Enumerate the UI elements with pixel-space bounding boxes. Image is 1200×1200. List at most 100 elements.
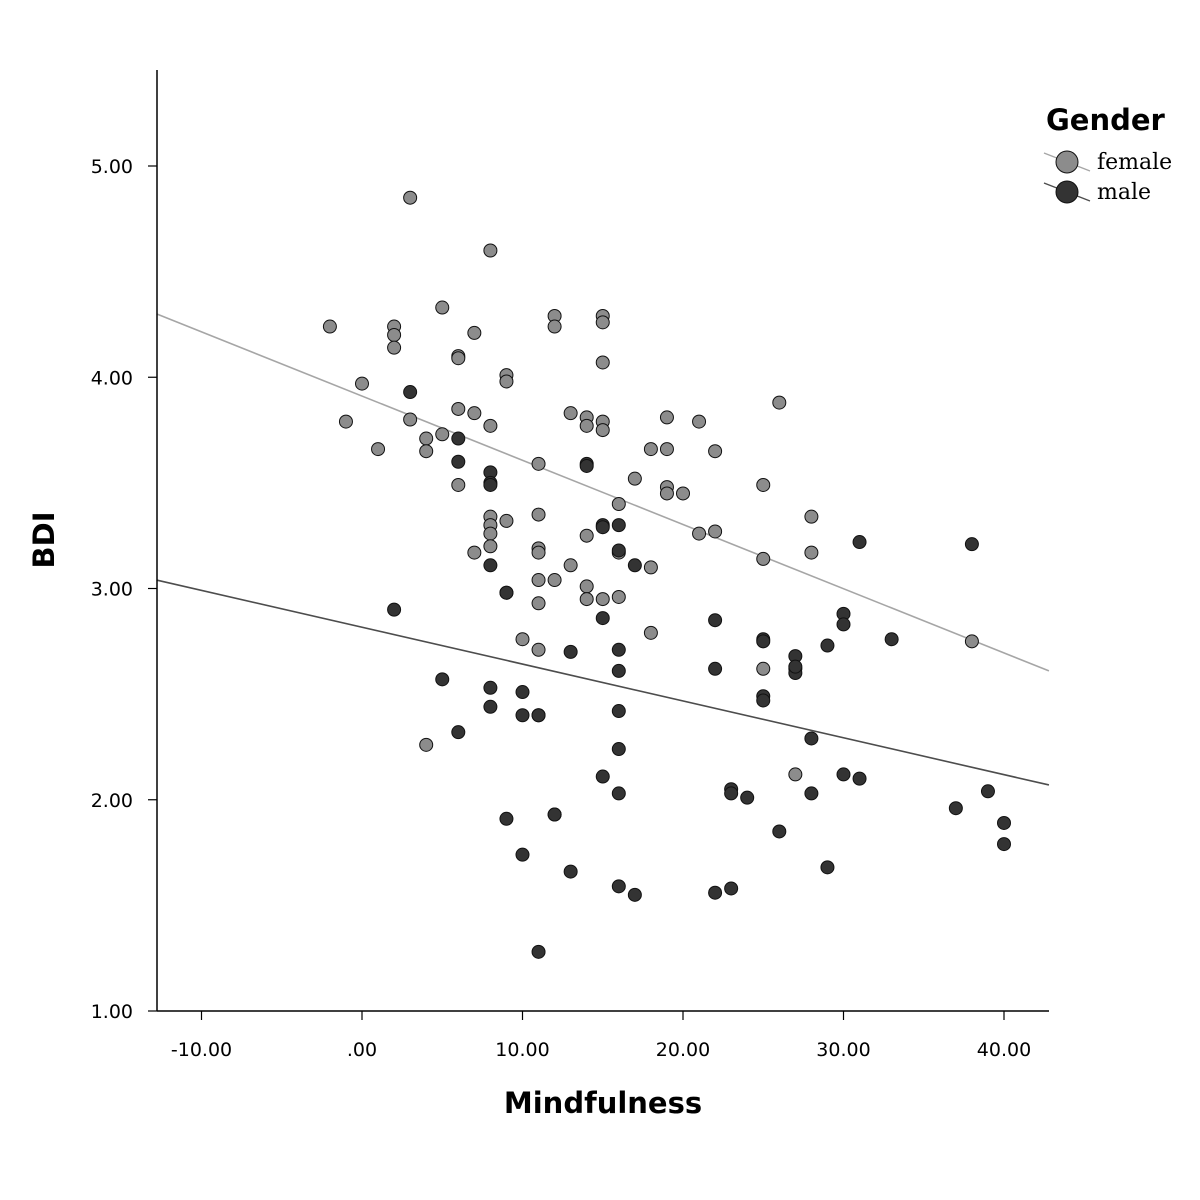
y-tick-label: 2.00 (91, 790, 133, 812)
data-point-male (611, 786, 626, 801)
data-point-male (836, 767, 851, 782)
data-point-female (338, 414, 353, 429)
data-point-male (499, 811, 514, 826)
y-axis-title: BDI (27, 512, 61, 569)
legend-title: Gender (1046, 103, 1166, 137)
x-axis-title: Mindfulness (504, 1086, 702, 1120)
data-point-female (355, 376, 369, 391)
fit-line-female (156, 313, 1050, 672)
data-point-male (708, 885, 723, 900)
data-point-male (483, 680, 498, 695)
legend-label-female: female (1097, 150, 1172, 175)
data-point-male (884, 632, 899, 647)
data-point-male (547, 807, 562, 822)
legend-marker-female (1055, 150, 1079, 174)
data-point-male (563, 644, 578, 659)
y-axis-ticks: 1.00 2.00 3.00 4.00 5.00 (91, 156, 157, 1023)
data-point-male (724, 786, 739, 801)
data-point-male (403, 385, 418, 400)
data-point-male (515, 685, 530, 700)
data-point-female (531, 596, 546, 611)
data-point-female (419, 737, 434, 752)
data-point-female (595, 355, 610, 370)
data-point-male (387, 602, 402, 617)
data-point-male (708, 613, 723, 628)
data-point-male (451, 431, 466, 446)
data-points (322, 190, 1011, 959)
data-point-female (595, 423, 610, 438)
data-point-male (499, 585, 514, 600)
data-point-male (531, 708, 546, 723)
y-tick-label: 3.00 (91, 579, 133, 601)
data-point-female (483, 526, 498, 541)
data-point-male (563, 864, 578, 879)
data-point-female (499, 513, 514, 528)
y-tick-label: 5.00 (91, 156, 133, 178)
data-point-female (531, 545, 546, 560)
data-point-male (740, 790, 755, 805)
data-point-female (579, 418, 594, 433)
data-point-female (483, 418, 498, 433)
data-point-male (627, 887, 642, 902)
legend: Gender female male (1043, 103, 1172, 205)
data-point-male (788, 659, 803, 674)
data-point-female (451, 401, 466, 416)
data-point-female (499, 374, 514, 389)
data-point-female (563, 558, 578, 573)
legend-marker-male (1055, 180, 1079, 204)
data-point-male (595, 769, 610, 784)
data-point-female (756, 551, 771, 566)
data-point-female (387, 328, 402, 342)
data-point-female (531, 456, 546, 471)
data-point-male (595, 611, 610, 626)
x-tick-label: 30.00 (816, 1039, 870, 1061)
data-point-male (948, 801, 963, 816)
data-point-female (451, 351, 466, 366)
x-tick-label: 10.00 (495, 1039, 549, 1061)
data-point-male (980, 784, 995, 799)
data-point-female (531, 507, 546, 522)
x-tick-label: -10.00 (171, 1039, 232, 1061)
y-tick-label: 4.00 (91, 367, 133, 389)
data-point-female (483, 243, 498, 258)
data-point-male (611, 663, 626, 678)
data-point-male (611, 543, 626, 558)
data-point-female (659, 486, 674, 501)
data-point-male (483, 558, 498, 573)
data-point-female (804, 545, 819, 560)
data-point-male (611, 518, 626, 533)
data-point-female (659, 410, 674, 425)
data-point-female (659, 442, 674, 457)
data-point-female (403, 190, 418, 205)
data-point-female (515, 632, 530, 647)
data-point-female (595, 315, 610, 330)
legend-label-male: male (1097, 180, 1151, 205)
data-point-male (611, 704, 626, 719)
data-point-female (435, 427, 450, 442)
data-point-male (820, 860, 835, 875)
data-point-female (403, 412, 418, 427)
data-point-male (515, 708, 530, 723)
data-point-female (643, 625, 658, 640)
data-point-male (997, 837, 1011, 852)
data-point-female (692, 526, 707, 541)
data-point-male (964, 537, 979, 552)
data-point-male (451, 725, 466, 740)
data-point-female (563, 406, 578, 421)
data-point-male (451, 454, 466, 469)
data-point-male (611, 742, 626, 757)
data-point-male (515, 847, 530, 862)
data-point-male (852, 771, 867, 786)
data-point-female (419, 431, 434, 446)
data-point-female (708, 444, 723, 459)
data-point-female (643, 442, 658, 457)
data-point-male (820, 638, 835, 653)
data-point-male (772, 824, 787, 839)
data-point-female (676, 486, 690, 501)
data-point-female (595, 592, 610, 607)
data-point-female (579, 528, 594, 543)
data-point-female (579, 579, 594, 594)
data-point-male (611, 642, 626, 657)
data-point-male (611, 879, 626, 894)
